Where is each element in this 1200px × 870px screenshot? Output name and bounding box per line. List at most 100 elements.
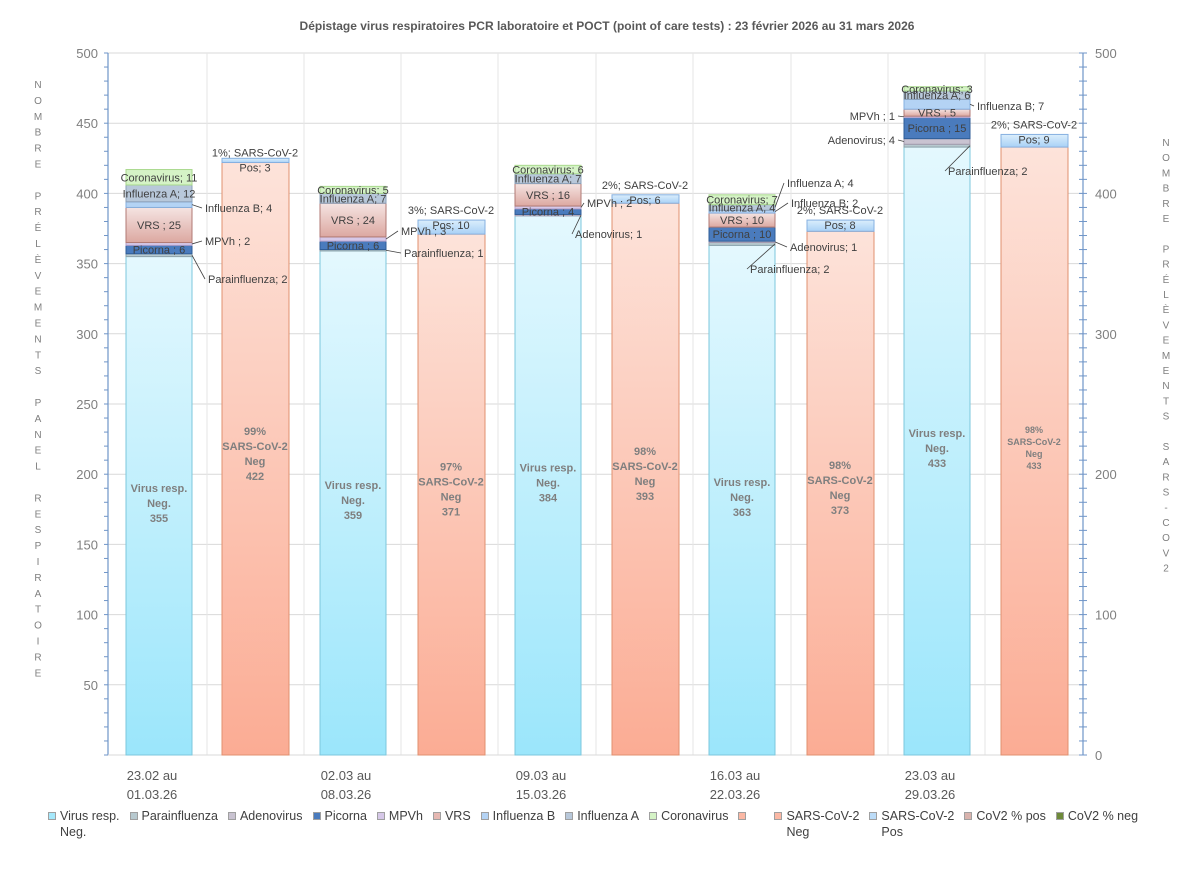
sars-pos-label: 2%; SARS-CoV-2	[602, 180, 688, 192]
right-axis-title-char: P	[1163, 244, 1170, 255]
sars-pos-label: Pos; 10	[432, 220, 469, 232]
right-axis-title-char: -	[1164, 503, 1167, 514]
left-axis-title-char: I	[37, 557, 40, 568]
sars-pos-label: Pos; 6	[629, 195, 660, 207]
bar-segment-sars-pos	[806, 219, 875, 232]
virus-neg-label: Virus resp.	[325, 480, 382, 492]
right-axis-title-char: S	[1163, 488, 1170, 499]
callout-leader-line	[191, 254, 206, 280]
x-category-label: 16.03 au	[710, 768, 761, 783]
sars-neg-label: 98%	[829, 460, 851, 472]
left-axis-title-char: R	[34, 493, 41, 504]
x-category-label: 02.03 au	[321, 768, 372, 783]
left-axis-title-char: È	[35, 253, 42, 266]
segment-label-vrs: VRS ; 25	[137, 220, 181, 232]
sars-neg-label: 373	[831, 505, 849, 517]
x-category-label: 23.02 au	[127, 768, 178, 783]
legend-swatch	[964, 812, 973, 820]
segment-label-vrs: VRS ; 16	[526, 190, 570, 202]
left-axis-title-char: P	[35, 191, 42, 202]
callout-leader-line	[944, 145, 971, 172]
left-axis-title-char: R	[34, 144, 41, 155]
right-axis-title-char: É	[1163, 273, 1170, 286]
segment-label-vrs: VRS ; 24	[331, 215, 375, 227]
virus-neg-label: Neg.	[925, 443, 949, 455]
legend-swatch	[480, 812, 489, 820]
left-tick-label: 50	[84, 678, 98, 693]
right-axis-title-char: O	[1162, 533, 1170, 544]
legend-label: Adenovirus	[239, 809, 303, 823]
legend-item: VRS	[432, 808, 471, 840]
segment-callout-label: Parainfluenza; 2	[750, 264, 830, 276]
legend-swatch	[432, 812, 441, 820]
right-axis-title-char: 2	[1163, 564, 1169, 575]
right-axis-title-char: S	[1163, 412, 1170, 423]
callout-leader-line	[774, 202, 789, 212]
legend-label: Coronavirus	[661, 809, 729, 823]
right-axis-title-char: M	[1162, 168, 1170, 179]
x-category-label: 29.03.26	[905, 787, 956, 802]
left-axis-title-char: E	[35, 287, 42, 298]
sars-neg-label: 98%	[1025, 425, 1043, 435]
legend-item: Influenza A	[565, 808, 639, 840]
x-axis-categories: 23.02 au 01.03.26 02.03 au 08.03.26 09.03 au…	[127, 768, 956, 802]
virus-neg-label: Neg.	[730, 492, 754, 504]
segment-label-picorna: Picorna ; 15	[908, 123, 967, 135]
legend-swatch	[227, 812, 236, 820]
segment-callout-label: Parainfluenza; 2	[208, 274, 288, 286]
right-tick-label: 500	[1095, 46, 1117, 61]
segment-callout-label: Influenza B; 2	[791, 198, 858, 210]
segment-label-picorna: Picorna ; 6	[327, 240, 380, 252]
callout-leader-line	[580, 202, 585, 208]
left-axis-title-char: T	[35, 605, 41, 616]
sars-neg-label: SARS-CoV-2	[612, 461, 677, 473]
right-tick-label: 0	[1095, 748, 1102, 763]
left-axis-title-char: S	[35, 525, 42, 536]
legend-label: CoV2 % neg	[1067, 809, 1139, 823]
sars-neg-label: SARS-CoV-2	[807, 475, 872, 487]
bar-segment-corona	[319, 185, 387, 194]
bar-segment-sars-neg	[611, 202, 680, 756]
right-axis-title-char: B	[1163, 184, 1170, 195]
segment-label-flua: Influenza A; 7	[320, 193, 387, 205]
bar-segment-sars-neg	[417, 233, 486, 756]
left-axis-title-char: É	[35, 221, 42, 234]
left-axis-title-char: T	[35, 350, 41, 361]
bars	[125, 86, 1069, 756]
segment-label-flua: Influenza A; 12	[123, 188, 196, 200]
left-axis-title-char: N	[34, 334, 41, 345]
legend-label: Influenza A	[577, 809, 640, 823]
segment-callout-label: Adenovirus; 4	[828, 135, 895, 147]
bar-segment-adeno	[903, 138, 971, 145]
segment-label-vrs: VRS ; 10	[720, 215, 764, 227]
bar-segment-sars-neg	[1000, 146, 1069, 756]
virus-neg-label: Neg.	[147, 498, 171, 510]
x-category-label: 09.03 au	[516, 768, 567, 783]
sars-neg-label: 98%	[634, 446, 656, 458]
callout-leader-line	[897, 115, 905, 118]
legend-item: MPVh	[376, 808, 423, 840]
legend-label: Picorna	[324, 809, 367, 823]
left-axis-title-char: N	[34, 80, 41, 91]
callout-leader-line	[969, 103, 975, 107]
bar-segment-flub	[125, 201, 193, 208]
left-tick-label: 500	[76, 46, 98, 61]
left-axis-title-char: E	[35, 446, 42, 457]
legend: Virus resp. Neg. Parainfluenza Adenovirus Pi…	[48, 808, 1168, 840]
callout-leader-line	[191, 240, 203, 245]
segment-callout-label: Influenza B; 4	[205, 203, 272, 215]
left-tick-label: 450	[76, 116, 98, 131]
segment-callout-label: MPVh ; 1	[850, 111, 895, 123]
virus-neg-label: Virus resp.	[714, 477, 771, 489]
sars-neg-label: Neg	[635, 476, 656, 488]
left-axis-title-char: O	[34, 96, 42, 107]
left-axis-title-char: R	[34, 652, 41, 663]
callout-leader-line	[746, 243, 776, 270]
legend-swatch	[869, 812, 878, 820]
right-axis-title-char: R	[1162, 472, 1169, 483]
left-axis-title-char: P	[35, 541, 42, 552]
right-axis-title-char: N	[1162, 381, 1169, 392]
left-axis-title-char: A	[35, 414, 42, 425]
legend-swatch	[1055, 812, 1064, 820]
